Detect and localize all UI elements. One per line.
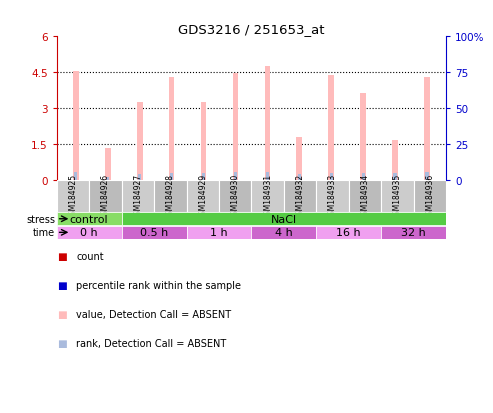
Bar: [74, 173, 77, 180]
Bar: [317, 226, 381, 239]
Bar: [330, 173, 333, 180]
Bar: [201, 103, 207, 180]
Bar: [233, 74, 238, 180]
Text: 4 h: 4 h: [275, 228, 293, 238]
Bar: [57, 213, 122, 226]
Text: 32 h: 32 h: [401, 228, 426, 238]
Bar: [154, 180, 186, 212]
Bar: [284, 180, 317, 212]
Bar: [381, 226, 446, 239]
Bar: [106, 178, 109, 180]
Text: 0.5 h: 0.5 h: [140, 228, 168, 238]
Bar: [251, 226, 317, 239]
Bar: [266, 173, 269, 180]
Text: ■: ■: [57, 338, 67, 348]
Bar: [424, 78, 430, 180]
Bar: [105, 148, 110, 180]
Text: stress: stress: [26, 214, 55, 224]
Text: ■: ■: [57, 251, 67, 261]
Text: GSM184929: GSM184929: [198, 173, 207, 220]
Text: GSM184927: GSM184927: [133, 173, 142, 220]
Bar: [328, 76, 334, 180]
Bar: [251, 180, 284, 212]
Text: value, Detection Call = ABSENT: value, Detection Call = ABSENT: [76, 309, 232, 319]
Bar: [298, 174, 301, 180]
Bar: [317, 180, 349, 212]
Bar: [361, 173, 365, 180]
Bar: [414, 180, 446, 212]
Bar: [57, 180, 89, 212]
Bar: [170, 173, 173, 180]
Bar: [360, 93, 366, 180]
Bar: [219, 180, 251, 212]
Bar: [138, 174, 141, 180]
Bar: [265, 67, 270, 180]
Bar: [296, 138, 302, 180]
Bar: [186, 180, 219, 212]
Bar: [393, 174, 397, 180]
Text: GSM184926: GSM184926: [101, 173, 110, 220]
Text: percentile rank within the sample: percentile rank within the sample: [76, 280, 242, 290]
Bar: [89, 180, 122, 212]
Text: rank, Detection Call = ABSENT: rank, Detection Call = ABSENT: [76, 338, 227, 348]
Bar: [234, 173, 237, 180]
Bar: [57, 226, 122, 239]
Text: NaCl: NaCl: [271, 214, 297, 224]
Bar: [137, 103, 142, 180]
Title: GDS3216 / 251653_at: GDS3216 / 251653_at: [178, 23, 325, 36]
Text: GSM184931: GSM184931: [263, 173, 272, 220]
Text: ■: ■: [57, 280, 67, 290]
Bar: [349, 180, 381, 212]
Bar: [122, 213, 446, 226]
Text: GSM184930: GSM184930: [231, 173, 240, 220]
Text: GSM184936: GSM184936: [425, 173, 434, 220]
Bar: [381, 180, 414, 212]
Text: control: control: [70, 214, 108, 224]
Text: GSM184925: GSM184925: [69, 173, 77, 220]
Text: GSM184935: GSM184935: [393, 173, 402, 220]
Text: GSM184933: GSM184933: [328, 173, 337, 220]
Text: 1 h: 1 h: [210, 228, 228, 238]
Bar: [169, 78, 175, 180]
Text: GSM184928: GSM184928: [166, 173, 175, 219]
Text: 0 h: 0 h: [80, 228, 98, 238]
Bar: [425, 173, 428, 180]
Text: GSM184932: GSM184932: [296, 173, 305, 220]
Bar: [186, 226, 251, 239]
Bar: [202, 174, 205, 180]
Bar: [392, 141, 398, 180]
Text: time: time: [33, 228, 55, 238]
Bar: [122, 226, 186, 239]
Text: 16 h: 16 h: [337, 228, 361, 238]
Bar: [122, 180, 154, 212]
Text: count: count: [76, 251, 104, 261]
Bar: [73, 72, 79, 180]
Text: ■: ■: [57, 309, 67, 319]
Text: GSM184934: GSM184934: [360, 173, 370, 220]
